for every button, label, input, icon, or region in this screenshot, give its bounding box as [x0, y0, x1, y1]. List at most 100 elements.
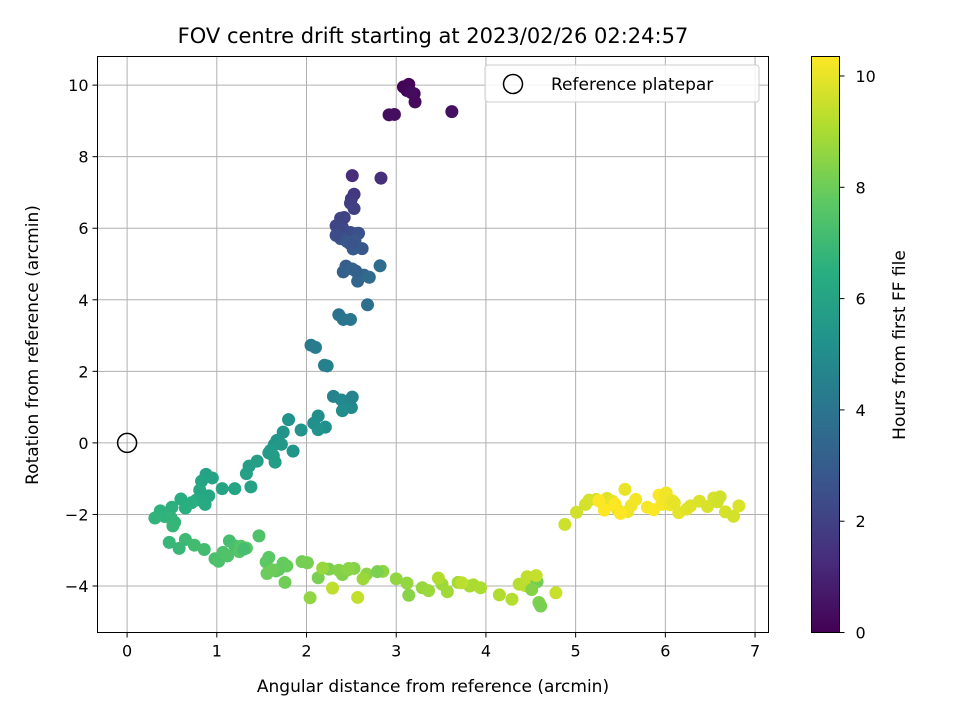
data-point [215, 482, 229, 496]
data-point [303, 591, 317, 605]
data-point [618, 482, 632, 496]
data-point [404, 86, 418, 100]
data-point [549, 586, 563, 600]
x-tick-label: 3 [391, 642, 401, 661]
data-point [148, 511, 162, 525]
reference-marker [116, 432, 138, 454]
x-tick-label: 1 [212, 642, 222, 661]
y-tick-label: 10 [68, 76, 88, 95]
data-point [534, 599, 548, 613]
data-point [356, 572, 370, 586]
data-point [373, 259, 387, 273]
y-tick-label: −2 [65, 505, 89, 524]
data-point [440, 585, 454, 599]
data-point [274, 437, 288, 451]
legend-marker [502, 73, 524, 95]
data-point [570, 505, 584, 519]
data-point [300, 556, 314, 570]
grid [97, 56, 769, 633]
data-point [337, 210, 351, 224]
scatter-points [148, 77, 746, 613]
data-point [597, 503, 611, 517]
data-point [187, 538, 201, 552]
colorbar-tick-label: 8 [856, 178, 866, 197]
data-point [351, 590, 365, 604]
data-point [629, 492, 643, 506]
data-point [732, 499, 746, 513]
data-point [162, 535, 176, 549]
data-point [727, 509, 741, 523]
data-point [387, 107, 401, 121]
x-tick-label: 0 [122, 642, 132, 661]
data-point [342, 561, 356, 575]
data-point [252, 529, 266, 543]
colorbar-tick-label: 2 [856, 512, 866, 531]
x-tick-label: 2 [301, 642, 311, 661]
colorbar-tick-label: 10 [856, 67, 876, 86]
colorbar-tick-label: 0 [856, 624, 866, 643]
y-ticks: −4 −2 0 2 4 6 8 10 [65, 76, 98, 596]
data-point [329, 228, 343, 242]
y-tick-label: −4 [65, 577, 89, 596]
data-point [347, 202, 361, 216]
data-point [244, 480, 258, 494]
x-tick-label: 7 [750, 642, 760, 661]
colorbar-tick-label: 4 [856, 401, 866, 420]
data-point [402, 588, 416, 602]
data-point [166, 519, 180, 533]
data-point [343, 312, 357, 326]
data-point [308, 340, 322, 354]
legend-label: Reference platepar [551, 75, 713, 95]
colorbar: 0 2 4 6 8 10 Hours from first FF file [811, 56, 910, 643]
legend: Reference platepar [484, 64, 760, 103]
data-point [492, 588, 506, 602]
data-point [282, 413, 296, 427]
y-tick-label: 0 [78, 434, 88, 453]
data-point [362, 270, 376, 284]
data-point [505, 592, 519, 606]
data-point [311, 571, 325, 585]
data-point [265, 563, 279, 577]
data-point [221, 549, 235, 563]
data-point [316, 561, 330, 575]
data-point [374, 171, 388, 185]
data-point [422, 584, 436, 598]
data-point [713, 490, 727, 504]
data-point [345, 390, 359, 404]
x-tick-label: 4 [481, 642, 491, 661]
data-point [165, 500, 179, 514]
y-tick-label: 2 [78, 362, 88, 381]
data-point [320, 359, 334, 373]
colorbar-title: Hours from first FF file [890, 250, 910, 440]
data-point [335, 404, 349, 418]
data-point [558, 517, 572, 531]
data-point [667, 496, 681, 510]
data-point [280, 559, 294, 573]
x-ticks: 0 1 2 3 4 5 6 7 [122, 632, 760, 661]
x-tick-label: 6 [660, 642, 670, 661]
data-point [525, 583, 539, 597]
legend-box [484, 64, 760, 103]
chart-title: FOV centre drift starting at 2023/02/26 … [178, 24, 689, 48]
data-point [474, 581, 488, 595]
data-point [400, 576, 414, 590]
data-point [278, 575, 292, 589]
colorbar-ticks: 0 2 4 6 8 10 [839, 67, 876, 643]
data-point [361, 298, 375, 312]
data-point [370, 565, 384, 579]
data-point [349, 264, 363, 278]
colorbar-tick-label: 6 [856, 290, 866, 309]
data-point [311, 423, 325, 437]
x-tick-label: 5 [571, 642, 581, 661]
colorbar-gradient [811, 56, 840, 633]
data-point [237, 542, 251, 556]
data-point [389, 572, 403, 586]
y-tick-label: 4 [78, 291, 88, 310]
data-point [268, 455, 282, 469]
data-point [529, 569, 543, 583]
data-point [431, 571, 445, 585]
y-tick-label: 6 [78, 219, 88, 238]
y-axis-title: Rotation from reference (arcmin) [23, 205, 43, 485]
data-point [344, 237, 358, 251]
